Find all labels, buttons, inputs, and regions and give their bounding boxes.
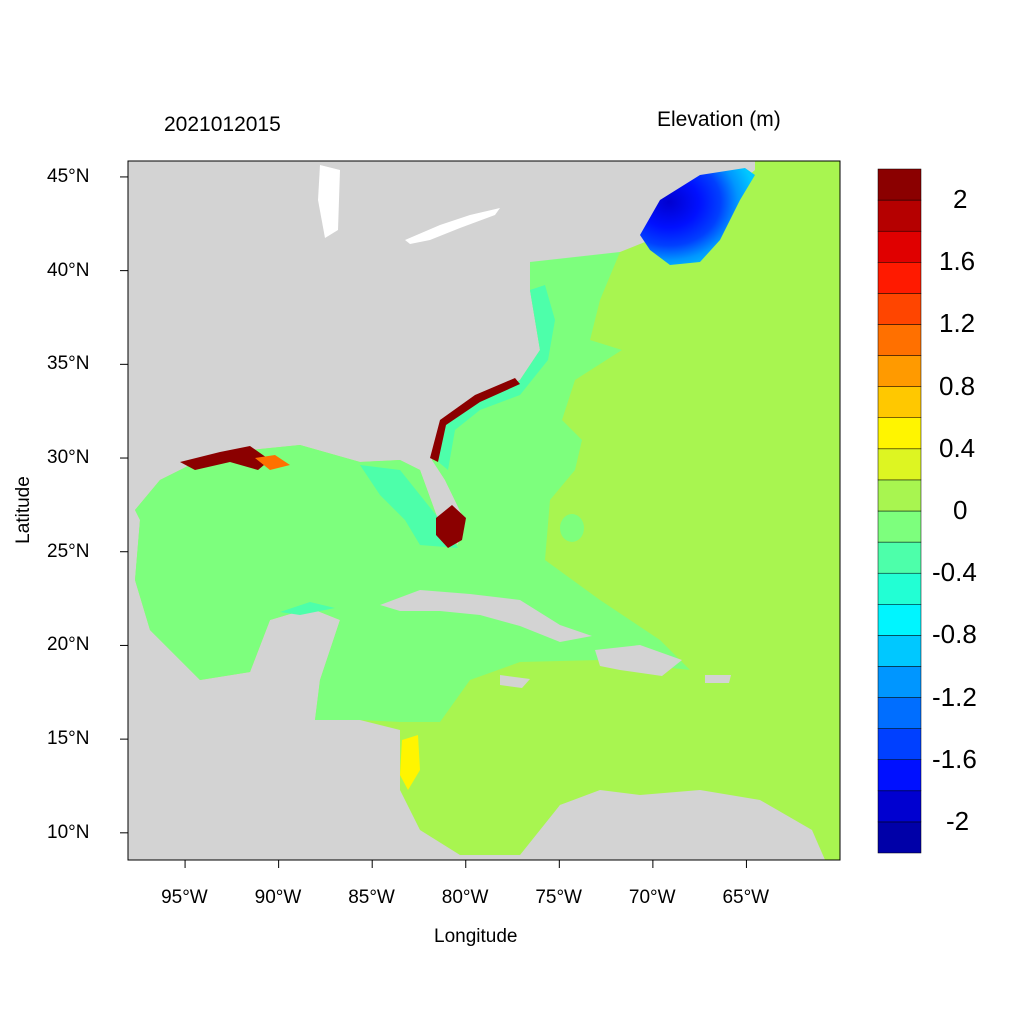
y-tick-label: 35°N (47, 353, 90, 375)
colorbar-bin (877, 293, 922, 325)
colorbar-label: -1.6 (932, 743, 977, 774)
loop-eddy (560, 514, 584, 542)
yucatan-shelf (280, 602, 335, 615)
colorbar-bin (877, 635, 922, 667)
colorbar-bin (877, 417, 922, 450)
x-tick-label: 80°W (441, 887, 489, 908)
x-tick-label: 75°W (535, 887, 582, 908)
great-lakes (318, 165, 340, 238)
jamaica (500, 675, 530, 688)
y-tick-label: 25°N (47, 540, 90, 562)
y-tick-label: 40°N (47, 259, 90, 281)
colorbar-bin (877, 821, 922, 854)
colorbar-title: Elevation (m) (657, 108, 781, 131)
colorbar-bin (877, 324, 922, 356)
colorbar-bin (877, 759, 922, 792)
y-tick-label: 45°N (47, 165, 90, 187)
colorbar-label: 2 (953, 184, 968, 215)
x-tick-label: 85°W (348, 887, 395, 908)
colorbar-bin (877, 666, 922, 698)
x-tick-label: 70°W (628, 887, 676, 908)
colorbar-label: 0.8 (939, 370, 976, 401)
colorbar-bin (877, 604, 922, 636)
colorbar-bin (877, 168, 922, 201)
louisiana-surge (180, 446, 270, 470)
axis-ticks (120, 176, 747, 868)
plot-frame (127, 160, 841, 861)
atlantic-shelf (436, 285, 555, 470)
gulf-of-maine-depression (640, 168, 755, 265)
colorbar-label: -1.2 (932, 681, 977, 712)
colorbar-label: 0 (953, 495, 968, 525)
colorbar-label: 0.4 (939, 432, 976, 463)
colorbar-label: -2 (946, 805, 970, 836)
louisiana-surge-orange (255, 455, 290, 470)
colorbar-label: 1.6 (939, 246, 976, 277)
south-america-coast (520, 792, 825, 860)
colorbar-label: 1.2 (939, 308, 976, 339)
y-tick-label: 30°N (47, 447, 90, 469)
cuba (380, 590, 592, 642)
colorbar-bin (877, 230, 922, 263)
lake-erie-ontario (405, 208, 500, 244)
x-tick-label: 90°W (254, 887, 302, 908)
puerto-rico (705, 675, 731, 683)
y-tick-label: 20°N (47, 634, 90, 656)
y-tick-label: 10°N (47, 821, 90, 843)
nicaragua-surge (400, 735, 420, 790)
x-tick-label: 95°W (161, 887, 208, 908)
colorbar (877, 168, 922, 854)
colorbar-bin (877, 199, 922, 232)
florida-surge (436, 505, 466, 548)
colorbar-bin (877, 541, 922, 574)
y-tick-label: 15°N (47, 728, 90, 750)
colorbar-bin (877, 479, 922, 512)
colorbar-bin (877, 355, 922, 387)
timestamp-label: 2021012015 (164, 113, 281, 136)
colorbar-bin (877, 572, 922, 605)
colorbar-bin (877, 448, 922, 481)
florida-shelf (360, 465, 458, 548)
colorbar-label: -0.8 (932, 619, 977, 650)
hispaniola (595, 645, 682, 676)
colorbar-bin (877, 728, 922, 760)
colorbar-bin (877, 697, 922, 729)
x-tick-label: 65°W (722, 887, 770, 908)
atlantic-coast-surge (430, 378, 520, 462)
colorbar-label: -0.4 (932, 557, 977, 588)
colorbar-bin (877, 510, 922, 543)
colorbar-bin (877, 262, 922, 294)
x-axis-label: Longitude (434, 926, 518, 947)
colorbar-bin (877, 790, 922, 823)
colorbar-bin (877, 386, 922, 418)
